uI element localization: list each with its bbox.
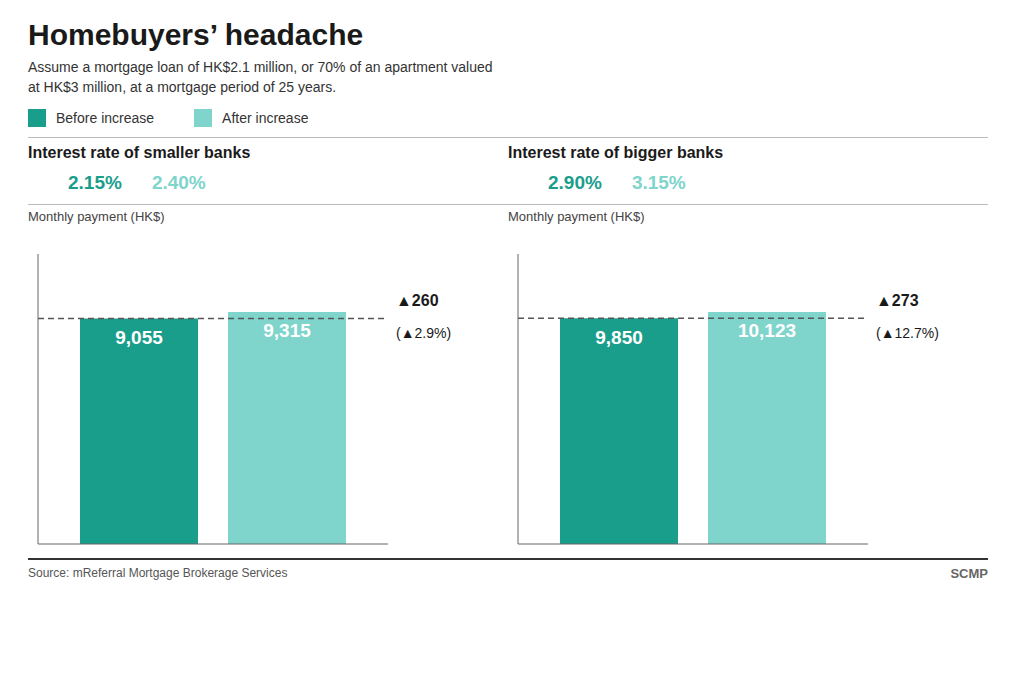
html-text:SCMP: SCMP: [950, 566, 988, 582]
html-text:Assume a mortgage loan of HK$2: Assume a mortgage loan of HK$2.1 million…: [28, 59, 493, 95]
html-text:2.40%: 2.40%: [151, 172, 206, 194]
svg-text:▲260: ▲260: [396, 293, 439, 310]
html-text:Monthly payment (HK$): Monthly payment (HK$): [28, 209, 165, 225]
html-text:Monthly payment (HK$): Monthly payment (HK$): [508, 209, 645, 225]
html-text:2.90%: 2.90%: [548, 172, 602, 194]
html-text:Interest rate of smaller banks: Interest rate of smaller banks: [28, 144, 251, 162]
svg-text:▲273: ▲273: [876, 292, 919, 309]
html-text:3.15%: 3.15%: [631, 172, 686, 194]
svg-text:10,123: 10,123: [738, 321, 796, 342]
html-text:Source: mReferral Mortgage Bro: Source: mReferral Mortgage Brokerage Ser…: [28, 566, 288, 581]
html-text:Before increase: Before increase: [56, 110, 155, 127]
svg-text:9,850: 9,850: [595, 327, 643, 348]
svg-text:9,315: 9,315: [263, 321, 311, 342]
svg-text:(▲12.7%): (▲12.7%): [876, 325, 939, 341]
html-text:After increase: After increase: [222, 110, 309, 127]
html-text:Interest rate of bigger banks: Interest rate of bigger banks: [508, 144, 724, 162]
html-text:Homebuyers’ headache: Homebuyers’ headache: [28, 18, 364, 51]
html-text:2.15%: 2.15%: [68, 172, 122, 194]
svg-text:(▲2.9%): (▲2.9%): [396, 326, 451, 342]
svg-text:9,055: 9,055: [115, 327, 163, 348]
